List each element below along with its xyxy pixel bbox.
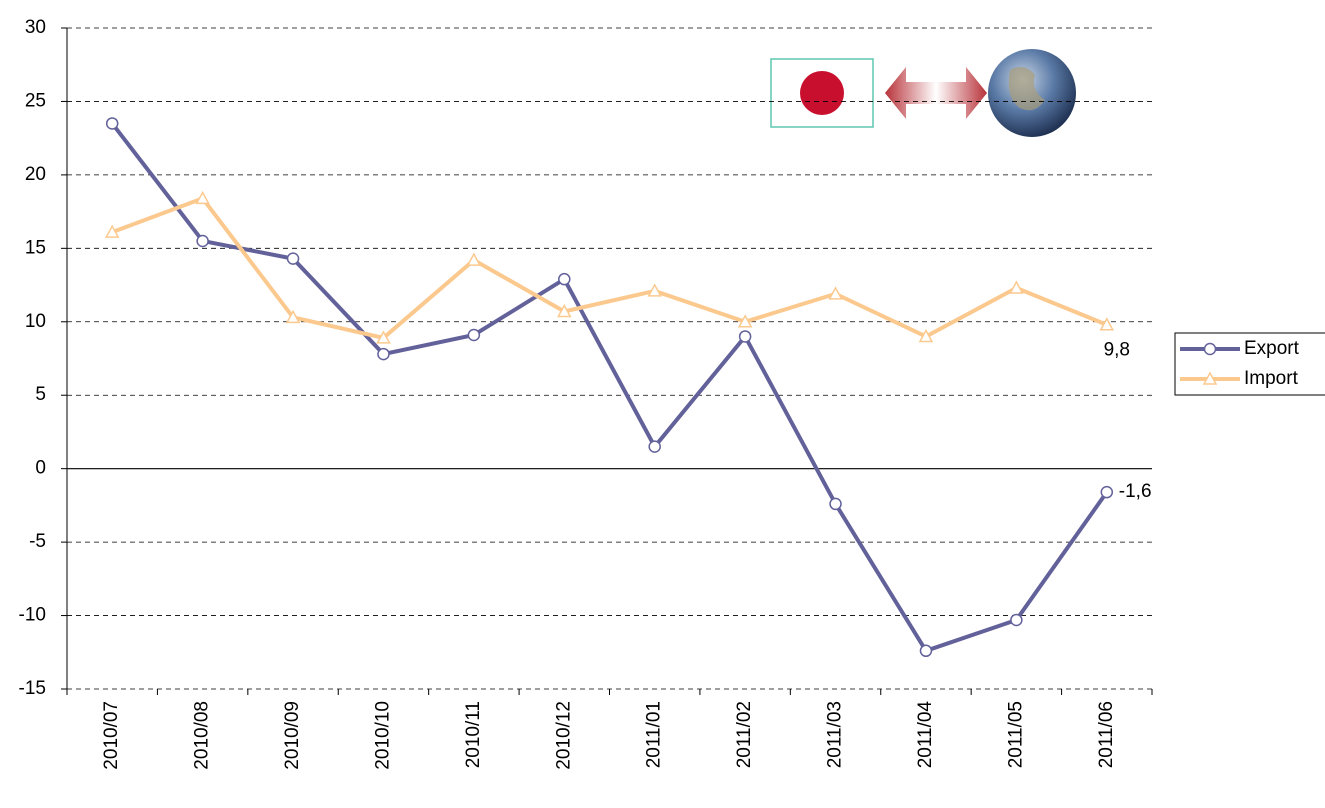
marker [649, 441, 660, 452]
x-tick-label: 2011/04 [915, 701, 936, 769]
series-line [112, 198, 1107, 338]
x-tick-label: 2011/05 [1005, 701, 1026, 768]
x-tick-label: 2010/11 [463, 701, 484, 768]
legend-label: Export [1244, 338, 1300, 359]
y-tick-label: 5 [35, 384, 46, 405]
x-tick-label: 2011/01 [644, 701, 665, 768]
marker [1011, 614, 1022, 625]
chart: -15 -10 -5 0 5 10 15 20 25 30 2010/07 2010/08 2010/0… [0, 0, 1325, 803]
data-label: -1,6 [1119, 481, 1152, 502]
legend-marker [1205, 344, 1216, 355]
y-tick-label: -10 [19, 605, 46, 626]
marker [197, 235, 208, 246]
x-tick-label: 2011/03 [825, 701, 846, 768]
marker [559, 274, 570, 285]
y-tick-label: 25 [25, 90, 46, 111]
illustration [771, 49, 1076, 137]
x-tick-label: 2011/06 [1096, 701, 1117, 768]
marker [107, 118, 118, 129]
x-tick-label: 2010/12 [553, 701, 574, 770]
series-line [112, 123, 1107, 650]
x-tick-label: 2010/08 [192, 701, 213, 770]
marker [378, 349, 389, 360]
marker [1010, 282, 1022, 293]
marker [288, 253, 299, 264]
marker [468, 329, 479, 340]
x-tick-label: 2010/10 [372, 701, 393, 770]
x-tick-label: 2010/09 [282, 701, 303, 770]
x-tick-label: 2011/02 [734, 701, 755, 768]
data-label: 9,8 [1104, 340, 1130, 361]
marker [1101, 487, 1112, 498]
marker [920, 645, 931, 656]
y-tick-label: 0 [35, 458, 46, 479]
y-tick-label: 20 [25, 164, 46, 185]
y-tick-label: 10 [25, 311, 46, 332]
y-tick-label: 30 [25, 17, 46, 38]
y-tick-label: -5 [29, 531, 46, 552]
x-tick-label: 2010/07 [101, 701, 122, 770]
y-tick-label: 15 [25, 237, 46, 258]
marker [468, 254, 480, 265]
legend-label: Import [1244, 368, 1299, 389]
y-tick-label: -15 [19, 678, 46, 699]
marker [740, 331, 751, 342]
marker [830, 498, 841, 509]
